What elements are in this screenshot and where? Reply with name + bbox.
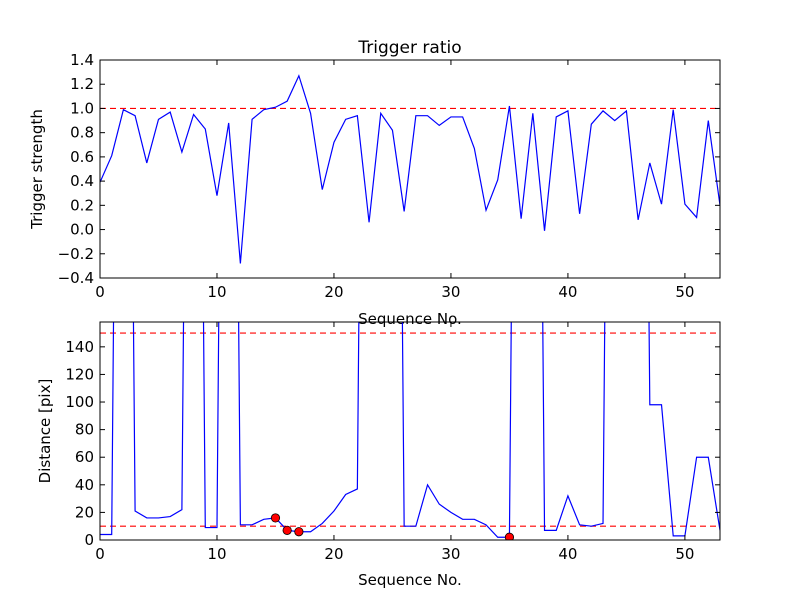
y-tick-label: 0.4	[70, 172, 94, 190]
plot-frame	[99, 59, 721, 279]
y-tick-label: 1.4	[70, 51, 94, 69]
highlight-point	[282, 525, 292, 535]
y-tick-label: 0.0	[70, 221, 94, 239]
y-tick-label: 20	[75, 503, 94, 521]
series-line	[100, 74, 720, 264]
y-tick-label: 100	[65, 393, 94, 411]
plot-clip	[100, 322, 720, 540]
plot-frame	[99, 321, 721, 541]
y-tick-label: 60	[75, 448, 94, 466]
chart-title: Trigger ratio	[357, 38, 461, 58]
x-tick-label: 0	[95, 545, 105, 563]
y-tick-label: −0.4	[58, 269, 94, 287]
x-tick-label: 10	[207, 545, 226, 563]
x-tick-label: 50	[675, 283, 694, 301]
plot-area: 0 10 20 30 40 50 −0.4 −0.2 0.0 0.2 0.4 0.6 0.8 1.0 1.2…	[58, 51, 721, 301]
x-axis-label: Sequence No.	[358, 571, 462, 589]
y-tick-label: −0.2	[58, 245, 94, 263]
y-tick-label: 0.2	[70, 196, 94, 214]
y-tick-label: 80	[75, 421, 94, 439]
plot-area: 0 10 20 30 40 50 0 20 40 60 80 100 120 140	[65, 321, 721, 563]
x-tick-label: 40	[558, 283, 577, 301]
y-tick-label: 1.2	[70, 75, 94, 93]
x-axis-label: Sequence No.	[358, 310, 462, 328]
y-tick-label: 40	[75, 476, 94, 494]
x-tick-label: 0	[95, 283, 105, 301]
trigger-ratio-chart: Trigger ratio 0 10 20 30 40 50−0.4−0.20.00.20…	[28, 38, 721, 328]
series-line	[100, 322, 720, 538]
x-tick-label: 20	[324, 545, 343, 563]
x-tick-label: 50	[675, 545, 694, 563]
y-axis-label: Distance [pix]	[36, 379, 54, 484]
distance-chart: 0 10 20 30 40 50 0 20 40 60 80 100 120 140 Sequence N…	[36, 321, 721, 589]
y-tick-label: 0	[84, 531, 94, 549]
x-tick-label: 20	[324, 283, 343, 301]
highlight-point	[294, 527, 304, 537]
y-tick-label: 1.0	[70, 99, 94, 117]
plot-clip	[100, 74, 720, 264]
x-tick-label: 30	[441, 545, 460, 563]
x-tick-label: 30	[441, 283, 460, 301]
x-tick-label: 10	[207, 283, 226, 301]
highlight-point	[270, 513, 281, 523]
y-tick-label: 120	[65, 365, 94, 383]
x-tick-label: 40	[558, 545, 577, 563]
y-tick-label: 0.8	[70, 124, 94, 142]
y-tick-label: 0.6	[70, 148, 94, 166]
highlight-point	[504, 532, 515, 540]
y-axis-label: Trigger strength	[28, 109, 46, 230]
y-tick-label: 140	[65, 338, 94, 356]
